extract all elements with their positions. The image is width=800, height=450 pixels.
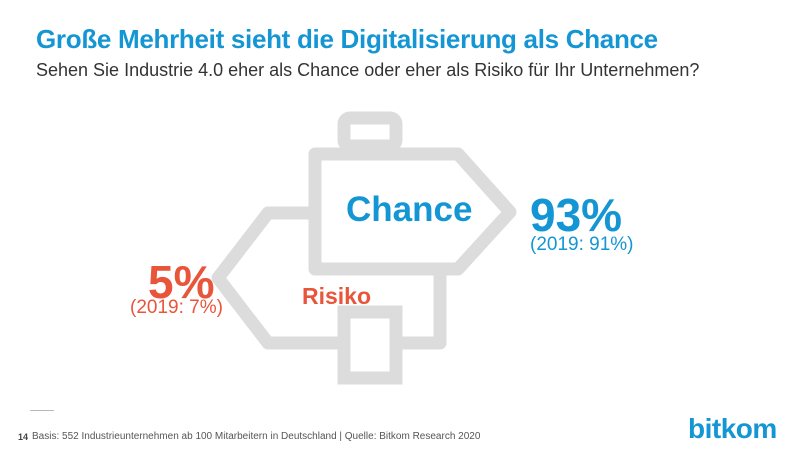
risiko-sign-label: Risiko [302, 283, 372, 309]
page-number: 14 [18, 432, 29, 442]
page-title: Große Mehrheit sieht die Digitalisierung… [36, 24, 658, 54]
chance-sign-label: Chance [346, 190, 473, 229]
bitkom-logo: bitkom [688, 413, 777, 444]
footnote-divider [30, 410, 54, 411]
signpost-pole-top [337, 111, 403, 153]
risiko-previous-label: (2019: 7%) [130, 297, 223, 318]
chance-value-label: 93% [530, 189, 623, 241]
footnote-source: Basis: 552 Industrieunternehmen ab 100 M… [32, 431, 481, 442]
chance-sign [308, 147, 517, 276]
chance-previous-label: (2019: 91%) [530, 234, 634, 255]
signpost-pole-bottom [337, 305, 403, 385]
risiko-value-label: 5% [148, 256, 215, 308]
page-subtitle: Sehen Sie Industrie 4.0 eher als Chance … [36, 60, 700, 80]
